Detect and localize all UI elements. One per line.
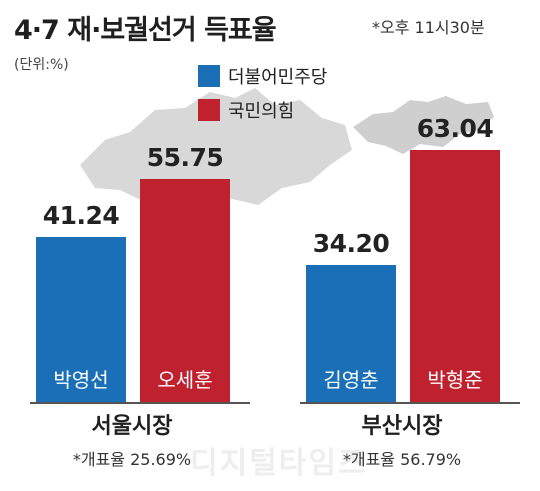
legend-swatch-ppp <box>198 99 220 121</box>
legend-item-democratic: 더불어민주당 <box>198 62 327 90</box>
turnout-busan: *개표율 56.79% <box>342 450 462 469</box>
baseline-seoul <box>30 402 250 404</box>
watermark: 디지털타임즈 <box>190 446 368 481</box>
candidate-label-park-hyung-joon: 박형준 <box>427 368 483 392</box>
legend-label-democratic: 더불어민주당 <box>228 67 328 88</box>
bar-seoul-oh-se-hoon <box>140 179 230 402</box>
baseline-busan <box>300 402 520 404</box>
legend: 더불어민주당 국민의힘 <box>198 62 327 130</box>
legend-label-ppp: 국민의힘 <box>228 101 295 122</box>
value-label-busan-ppp: 63.04 <box>416 113 494 143</box>
legend-item-ppp: 국민의힘 <box>198 96 327 124</box>
bar-busan-park-hyung-joon <box>410 149 500 402</box>
region-label-busan: 부산시장 <box>361 414 443 439</box>
candidate-label-kim-young-choon: 김영춘 <box>323 368 379 392</box>
time-note: *오후 11시30분 <box>372 18 485 37</box>
bar-seoul-park-young-sun <box>36 237 126 402</box>
candidate-label-oh-se-hoon: 오세훈 <box>157 368 213 392</box>
value-label-busan-democratic: 34.20 <box>312 229 390 259</box>
bar-busan-kim-young-choon <box>306 265 396 402</box>
turnout-seoul: *개표율 25.69% <box>72 450 192 469</box>
value-label-seoul-ppp: 55.75 <box>146 143 224 172</box>
busan-map-icon <box>353 96 494 154</box>
candidate-label-park-young-sun: 박영선 <box>53 368 109 392</box>
unit-note: (단위:%) <box>14 57 69 73</box>
chart-title: 4·7 재·보궐선거 득표율 <box>14 15 277 46</box>
legend-swatch-democratic <box>198 65 220 87</box>
value-label-seoul-democratic: 41.24 <box>42 201 120 231</box>
region-label-seoul: 서울시장 <box>91 414 173 439</box>
